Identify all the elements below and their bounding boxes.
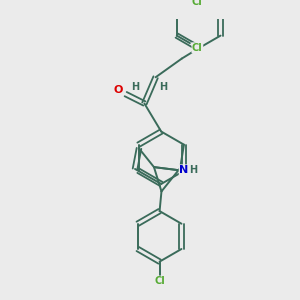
Text: N: N xyxy=(179,165,188,175)
Text: Cl: Cl xyxy=(154,276,165,286)
Text: H: H xyxy=(131,82,139,92)
Text: O: O xyxy=(113,85,123,95)
Text: Cl: Cl xyxy=(192,0,203,7)
Text: H: H xyxy=(159,82,167,92)
Text: Cl: Cl xyxy=(192,43,203,53)
Text: H: H xyxy=(189,165,197,175)
